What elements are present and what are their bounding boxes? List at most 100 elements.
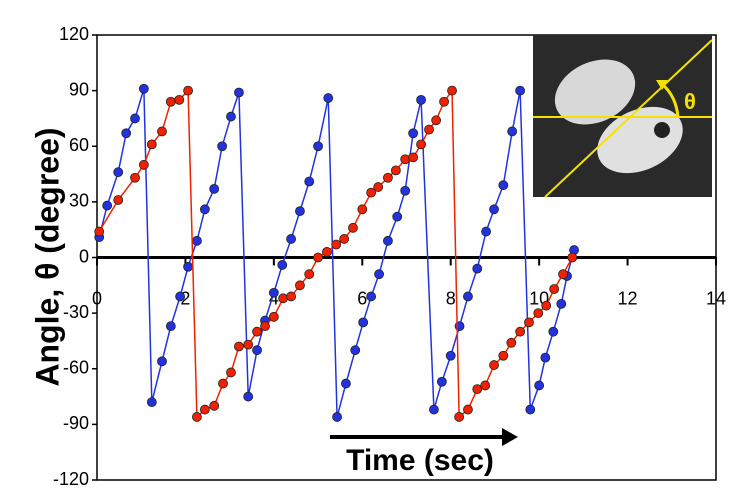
data-point <box>481 226 491 237</box>
data-point <box>498 180 509 191</box>
inset-blob <box>554 59 636 125</box>
data-point <box>295 206 305 217</box>
data-point <box>138 159 149 170</box>
x-tick-label: 14 <box>706 288 726 308</box>
data-point <box>102 200 113 211</box>
data-point <box>243 391 254 402</box>
inset-arrowhead <box>656 80 668 90</box>
data-point <box>463 404 473 415</box>
data-point <box>416 94 426 105</box>
data-point <box>217 141 228 152</box>
data-point <box>489 204 499 215</box>
y-tick-label: 60 <box>69 135 89 155</box>
data-point <box>454 412 465 422</box>
data-point <box>408 152 419 163</box>
data-point <box>174 94 185 105</box>
data-point <box>424 124 434 135</box>
data-point <box>400 154 411 165</box>
y-tick-label: 30 <box>69 191 89 211</box>
data-point <box>226 111 236 122</box>
data-point <box>183 85 193 96</box>
y-tick-label: -60 <box>63 358 89 378</box>
data-point <box>350 345 361 356</box>
data-point <box>408 128 419 139</box>
data-point <box>94 226 105 237</box>
data-point <box>445 350 456 361</box>
data-point <box>439 96 449 107</box>
y-tick-label: 120 <box>59 24 89 44</box>
x-tick-label: 8 <box>446 288 456 308</box>
data-point <box>183 261 193 272</box>
data-point <box>175 291 186 302</box>
y-tick-label: 0 <box>79 246 89 266</box>
data-point <box>507 126 518 137</box>
data-point <box>322 247 332 257</box>
data-point <box>209 183 220 194</box>
data-point <box>489 360 499 370</box>
data-point <box>157 126 167 137</box>
data-point <box>113 167 124 178</box>
y-tick-label: 90 <box>69 79 89 99</box>
data-point <box>463 291 473 302</box>
data-point <box>313 252 323 263</box>
data-point <box>260 321 270 332</box>
data-point <box>472 263 483 274</box>
data-point <box>146 139 157 150</box>
data-point <box>366 291 377 302</box>
data-point <box>480 380 491 391</box>
data-point <box>540 352 551 363</box>
data-point <box>525 404 536 415</box>
data-point <box>436 376 447 387</box>
data-point <box>374 269 384 280</box>
data-point <box>252 326 262 337</box>
data-point <box>524 317 534 328</box>
data-point <box>165 96 176 107</box>
data-point <box>506 337 517 348</box>
inset-image: θ <box>533 35 713 198</box>
data-point <box>165 321 176 332</box>
data-point <box>218 378 228 389</box>
data-point <box>515 85 526 96</box>
data-point <box>286 234 297 244</box>
data-point <box>226 367 236 378</box>
data-point <box>243 339 254 350</box>
data-point <box>383 235 393 246</box>
data-point <box>429 404 439 415</box>
data-point <box>383 172 393 183</box>
time-annotation: Time (sec) <box>346 444 494 477</box>
data-point <box>331 239 342 250</box>
data-point <box>278 293 289 304</box>
data-point <box>558 269 568 280</box>
data-point <box>252 345 262 356</box>
data-point <box>556 298 567 309</box>
x-tick-label: 4 <box>269 288 279 308</box>
y-axis-label: Angle, θ (degree) <box>29 127 65 386</box>
data-point <box>146 397 157 408</box>
data-point <box>392 211 403 222</box>
data-point <box>138 83 149 94</box>
data-point <box>121 128 132 139</box>
data-point <box>192 412 202 422</box>
data-point <box>313 141 323 152</box>
data-point <box>304 176 315 187</box>
data-point <box>199 404 210 415</box>
data-point <box>323 93 334 103</box>
y-tick-label: -120 <box>53 469 89 489</box>
data-point <box>268 287 279 298</box>
data-point <box>277 260 288 270</box>
data-point <box>549 284 560 294</box>
data-point <box>400 185 411 196</box>
data-point <box>199 204 210 215</box>
data-point <box>534 380 545 391</box>
data-point <box>567 252 578 263</box>
data-point <box>113 195 124 205</box>
data-point <box>130 172 140 183</box>
data-point <box>366 187 377 198</box>
data-point <box>295 280 305 291</box>
data-point <box>339 234 350 244</box>
data-point <box>130 113 140 124</box>
x-tick-label: 6 <box>357 288 367 308</box>
data-point <box>373 182 384 192</box>
data-point <box>358 317 369 328</box>
